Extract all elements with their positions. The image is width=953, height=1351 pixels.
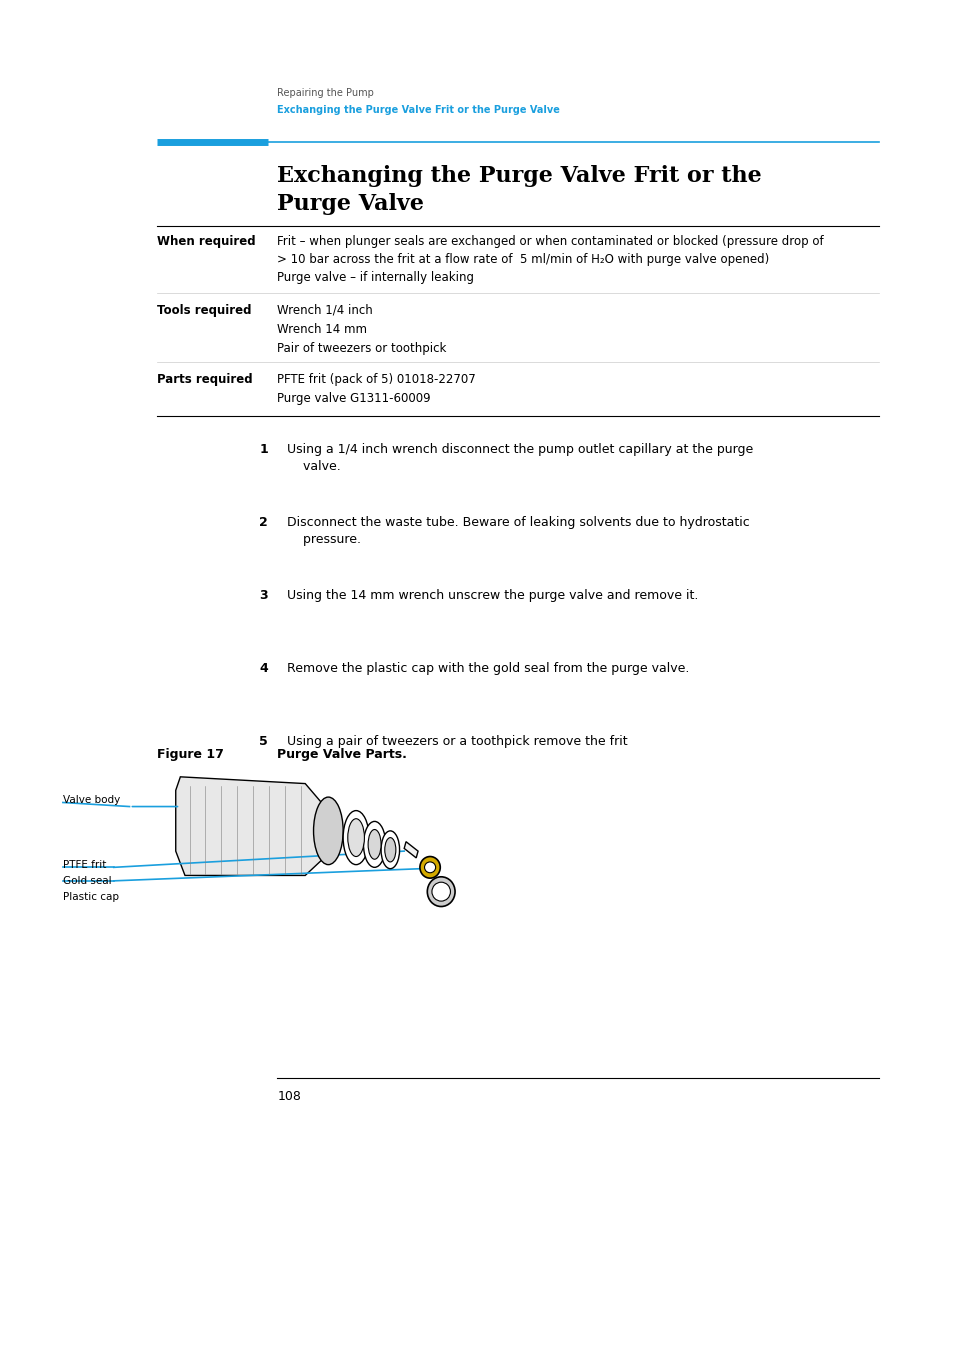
Text: PTFE frit: PTFE frit [63,859,106,870]
Ellipse shape [427,877,455,907]
Ellipse shape [348,819,364,857]
Text: 3: 3 [259,589,268,603]
Text: Exchanging the Purge Valve Frit or the: Exchanging the Purge Valve Frit or the [277,165,761,186]
Polygon shape [175,777,328,875]
Text: Plastic cap: Plastic cap [63,892,119,902]
Ellipse shape [363,821,385,867]
Text: Gold seal: Gold seal [63,875,112,886]
Ellipse shape [424,862,436,873]
Text: Using a 1/4 inch wrench disconnect the pump outlet capillary at the purge
    va: Using a 1/4 inch wrench disconnect the p… [287,443,752,473]
Text: 2: 2 [259,516,268,530]
Polygon shape [404,842,417,858]
Ellipse shape [343,811,369,865]
Text: Wrench 1/4 inch
Wrench 14 mm
Pair of tweezers or toothpick: Wrench 1/4 inch Wrench 14 mm Pair of twe… [277,304,446,355]
Text: Using the 14 mm wrench unscrew the purge valve and remove it.: Using the 14 mm wrench unscrew the purge… [287,589,698,603]
Text: Exchanging the Purge Valve Frit or the Purge Valve: Exchanging the Purge Valve Frit or the P… [277,105,559,115]
Text: PFTE frit (pack of 5) 01018-22707
Purge valve G1311-60009: PFTE frit (pack of 5) 01018-22707 Purge … [277,373,476,405]
Text: Frit – when plunger seals are exchanged or when contaminated or blocked (pressur: Frit – when plunger seals are exchanged … [277,235,823,284]
Text: Repairing the Pump: Repairing the Pump [277,88,374,97]
Text: Parts required: Parts required [157,373,253,386]
Text: Tools required: Tools required [157,304,252,317]
Text: Valve body: Valve body [63,794,120,805]
Ellipse shape [380,831,399,869]
Text: Using a pair of tweezers or a toothpick remove the frit: Using a pair of tweezers or a toothpick … [287,735,627,748]
Text: When required: When required [157,235,255,249]
Ellipse shape [432,882,450,901]
Text: Purge Valve Parts.: Purge Valve Parts. [277,748,407,762]
Text: Remove the plastic cap with the gold seal from the purge valve.: Remove the plastic cap with the gold sea… [287,662,688,676]
Text: 4: 4 [259,662,268,676]
Ellipse shape [384,838,395,862]
Text: Disconnect the waste tube. Beware of leaking solvents due to hydrostatic
    pre: Disconnect the waste tube. Beware of lea… [287,516,749,546]
Text: 108: 108 [277,1090,301,1104]
Ellipse shape [419,857,439,878]
Text: 5: 5 [259,735,268,748]
Text: Figure 17: Figure 17 [157,748,224,762]
Ellipse shape [314,797,343,865]
Ellipse shape [368,830,380,859]
Text: Purge Valve: Purge Valve [277,193,424,215]
Text: 1: 1 [259,443,268,457]
